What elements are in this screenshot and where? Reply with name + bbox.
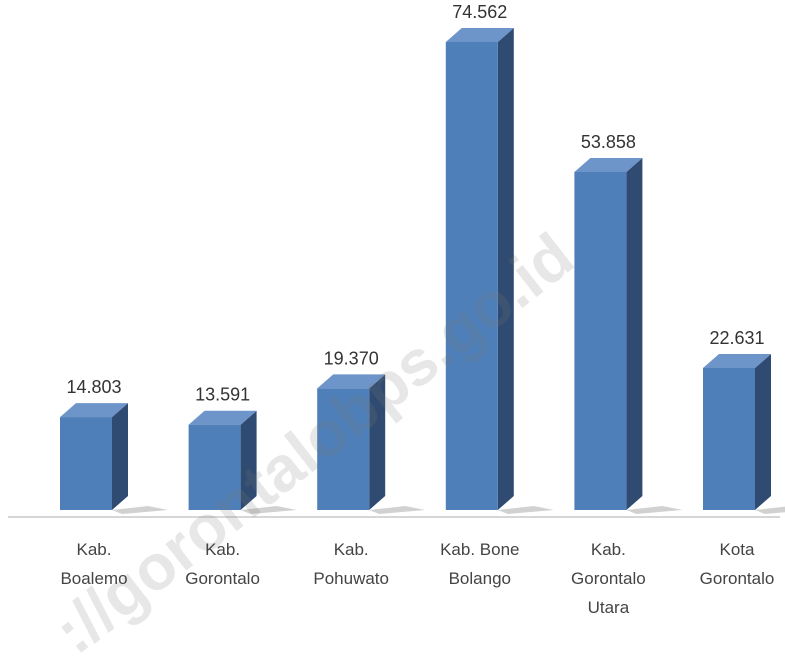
bar-top [188, 410, 257, 425]
bar [703, 367, 755, 510]
bar-shadow [755, 506, 785, 514]
bar-side [112, 403, 128, 510]
value-label: 74.562 [452, 2, 507, 22]
bar [60, 417, 112, 510]
bar-top [60, 403, 128, 418]
bar [574, 171, 627, 510]
chart: 14.803 13.591 19.370 74.562 53.858 22.631 [8, 2, 785, 518]
value-label: 53.858 [581, 132, 636, 152]
x-tick-label: Kab. Gorontalo Utara [571, 540, 646, 617]
bar-side [626, 157, 643, 510]
bar-shadow [240, 506, 297, 514]
value-label: 13.591 [195, 385, 250, 405]
bar-top [317, 374, 386, 389]
value-label: 14.803 [66, 377, 121, 397]
bar-shadow [626, 506, 683, 514]
page: 14.803 13.591 19.370 74.562 53.858 22.631 ://… [8, 2, 785, 668]
bar [188, 424, 241, 510]
bar-side [755, 353, 771, 510]
bar-top [445, 28, 514, 42]
x-tick-label: Kab. Bone Bolango [440, 540, 520, 588]
bar-side [497, 28, 514, 510]
x-tick-label: Kab. Gorontalo [185, 540, 260, 588]
bar [445, 42, 498, 510]
bar-shadow [497, 506, 554, 514]
x-tick-label: Kab. Pohuwato [313, 540, 389, 588]
bar-shadow [369, 506, 426, 514]
bar-top [574, 157, 643, 172]
bar-side [240, 410, 257, 510]
value-label: 22.631 [709, 328, 764, 348]
bar-side [369, 374, 386, 510]
bar [317, 388, 370, 510]
x-tick-label: Kota Gorontalo [699, 540, 775, 588]
x-tick-label: Kab. Boalemo [60, 540, 128, 588]
value-label: 19.370 [324, 348, 379, 368]
bar-shadow [112, 506, 168, 514]
bar-top [703, 353, 771, 368]
